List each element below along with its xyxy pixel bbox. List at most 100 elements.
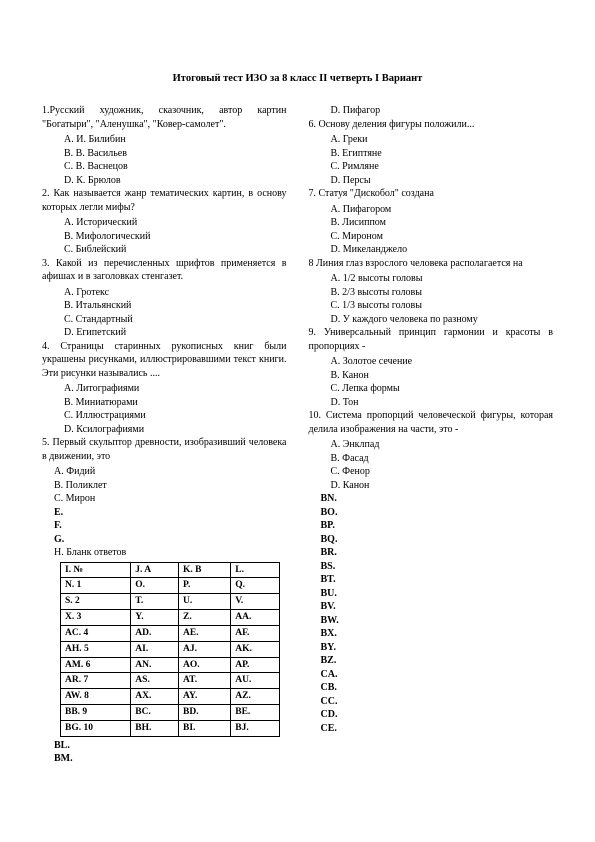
table-cell: AJ. bbox=[179, 641, 231, 657]
q4-option-b: B. Миниатюрами bbox=[42, 396, 287, 410]
table-cell: P. bbox=[179, 578, 231, 594]
q6-option-a: A. Греки bbox=[309, 133, 554, 147]
q10-option-b: B. Фасад bbox=[309, 452, 554, 466]
question-6: 6. Основу деления фигуры положили... bbox=[309, 118, 554, 132]
q5-option-b: B. Поликлет bbox=[42, 479, 287, 493]
table-cell: BB. 9 bbox=[61, 704, 131, 720]
q5-option-d: D. Пифагор bbox=[309, 104, 554, 118]
table-cell: Y. bbox=[131, 610, 179, 626]
table-cell: N. 1 bbox=[61, 578, 131, 594]
q3-option-d: D. Египетский bbox=[42, 326, 287, 340]
q6-option-c: C. Римляне bbox=[309, 160, 554, 174]
tail-item: BO. bbox=[309, 506, 554, 520]
right-column: D. Пифагор 6. Основу деления фигуры поло… bbox=[309, 104, 554, 765]
question-1: 1.Русский художник, сказочник, автор кар… bbox=[42, 104, 287, 131]
tail-item: BN. bbox=[309, 492, 554, 506]
table-cell: O. bbox=[131, 578, 179, 594]
q5-option-c: C. Мирон bbox=[42, 492, 287, 506]
q4-option-d: D. Ксилографиями bbox=[42, 423, 287, 437]
table-cell: AT. bbox=[179, 673, 231, 689]
q5-option-a: A. Фидий bbox=[42, 465, 287, 479]
table-cell: S. 2 bbox=[61, 594, 131, 610]
table-cell: Q. bbox=[231, 578, 280, 594]
table-cell: AM. 6 bbox=[61, 657, 131, 673]
table-cell: L. bbox=[231, 562, 280, 578]
table-cell: BC. bbox=[131, 704, 179, 720]
tail-item: CD. bbox=[309, 708, 554, 722]
table-cell: AE. bbox=[179, 625, 231, 641]
q3-option-c: C. Стандартный bbox=[42, 313, 287, 327]
table-cell: AZ. bbox=[231, 689, 280, 705]
tail-list: BN.BO.BP.BQ.BR.BS.BT.BU.BV.BW.BX.BY.BZ.C… bbox=[309, 492, 554, 735]
q8-option-c: C. 1/3 высоты головы bbox=[309, 299, 554, 313]
table-cell: AI. bbox=[131, 641, 179, 657]
table-cell: AX. bbox=[131, 689, 179, 705]
question-4: 4. Страницы старинных рукописных книг бы… bbox=[42, 340, 287, 381]
table-cell: AW. 8 bbox=[61, 689, 131, 705]
table-cell: AY. bbox=[179, 689, 231, 705]
q10-option-d: D. Канон bbox=[309, 479, 554, 493]
question-5: 5. Первый скульптор древности, изобразив… bbox=[42, 436, 287, 463]
table-cell: J. A bbox=[131, 562, 179, 578]
question-3: 3. Какой из перечисленных шрифтов примен… bbox=[42, 257, 287, 284]
extra-f: F. bbox=[42, 519, 287, 533]
table-cell: BH. bbox=[131, 720, 179, 736]
table-cell: BI. bbox=[179, 720, 231, 736]
left-column: 1.Русский художник, сказочник, автор кар… bbox=[42, 104, 287, 765]
table-cell: AC. 4 bbox=[61, 625, 131, 641]
q4-option-c: C. Иллюстрациями bbox=[42, 409, 287, 423]
q1-option-a: A. И. Билибин bbox=[42, 133, 287, 147]
q8-option-b: B. 2/3 высоты головы bbox=[309, 286, 554, 300]
q10-option-a: A. Энклпад bbox=[309, 438, 554, 452]
question-7: 7. Статуя "Дискобол" создана bbox=[309, 187, 554, 201]
tail-item: CC. bbox=[309, 695, 554, 709]
q8-option-d: D. У каждого человека по разному bbox=[309, 313, 554, 327]
tail-item: BQ. bbox=[309, 533, 554, 547]
question-10: 10. Система пропорций человеческой фигур… bbox=[309, 409, 554, 436]
q3-option-a: A. Гротекс bbox=[42, 286, 287, 300]
q2-option-b: B. Мифологический bbox=[42, 230, 287, 244]
table-cell: T. bbox=[131, 594, 179, 610]
page-title: Итоговый тест ИЗО за 8 класс II четверть… bbox=[42, 72, 553, 86]
table-cell: AR. 7 bbox=[61, 673, 131, 689]
table-cell: AO. bbox=[179, 657, 231, 673]
q9-option-d: D. Тон bbox=[309, 396, 554, 410]
extra-bl: BL. bbox=[42, 739, 287, 753]
tail-item: CE. bbox=[309, 722, 554, 736]
table-cell: AH. 5 bbox=[61, 641, 131, 657]
q9-option-c: C. Лепка формы bbox=[309, 382, 554, 396]
table-cell: AF. bbox=[231, 625, 280, 641]
extra-bm: BM. bbox=[42, 752, 287, 766]
table-cell: AK. bbox=[231, 641, 280, 657]
table-cell: BD. bbox=[179, 704, 231, 720]
table-cell: I. № bbox=[61, 562, 131, 578]
q9-option-a: A. Золотое сечение bbox=[309, 355, 554, 369]
question-8: 8 Линия глаз взрослого человека располаг… bbox=[309, 257, 554, 271]
table-cell: BJ. bbox=[231, 720, 280, 736]
q2-option-c: C. Библейский bbox=[42, 243, 287, 257]
q10-option-c: C. Фенор bbox=[309, 465, 554, 479]
table-cell: AA. bbox=[231, 610, 280, 626]
table-cell: BG. 10 bbox=[61, 720, 131, 736]
table-cell: AP. bbox=[231, 657, 280, 673]
q3-option-b: B. Итальянский bbox=[42, 299, 287, 313]
two-column-layout: 1.Русский художник, сказочник, автор кар… bbox=[42, 104, 553, 765]
tail-item: BY. bbox=[309, 641, 554, 655]
q2-option-a: A. Исторический bbox=[42, 216, 287, 230]
tail-item: BV. bbox=[309, 600, 554, 614]
tail-item: BS. bbox=[309, 560, 554, 574]
answer-table: I. №J. AK. BL.N. 1O.P.Q.S. 2T.U.V.X. 3Y.… bbox=[60, 562, 280, 737]
answer-blank-header: H. Бланк ответов bbox=[42, 546, 287, 560]
tail-item: BP. bbox=[309, 519, 554, 533]
tail-item: CA. bbox=[309, 668, 554, 682]
q1-option-b: B. В. Васильев bbox=[42, 147, 287, 161]
tail-item: BR. bbox=[309, 546, 554, 560]
q8-option-a: A. 1/2 высоты головы bbox=[309, 272, 554, 286]
q7-option-a: A. Пифагором bbox=[309, 203, 554, 217]
extra-g: G. bbox=[42, 533, 287, 547]
table-cell: X. 3 bbox=[61, 610, 131, 626]
tail-item: BX. bbox=[309, 627, 554, 641]
question-9: 9. Универсальный принцип гармонии и крас… bbox=[309, 326, 554, 353]
q4-option-a: A. Литографиями bbox=[42, 382, 287, 396]
q1-option-c: C. В. Васнецов bbox=[42, 160, 287, 174]
